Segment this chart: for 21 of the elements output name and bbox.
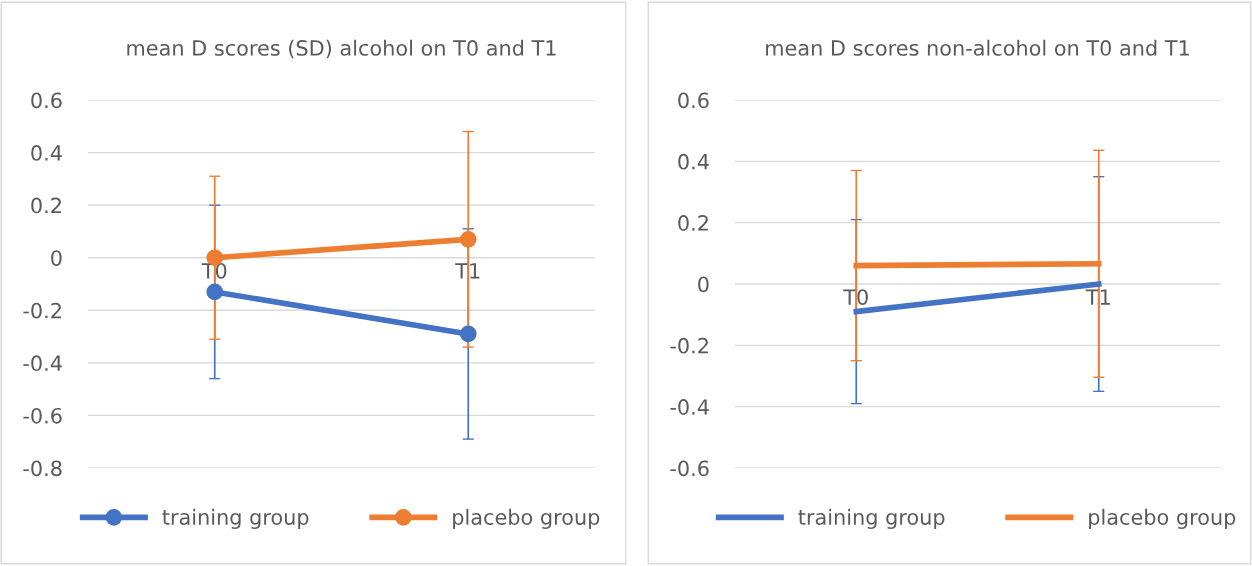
chart-title: mean D scores non-alcohol on T0 and T1 <box>766 39 1189 56</box>
y-tick-label: 0.6 <box>678 92 709 109</box>
legend-label: training group <box>162 508 309 529</box>
legend-label: training group <box>798 508 945 529</box>
y-tick-label: 0.2 <box>678 215 708 231</box>
y-tick-label: -0.2 <box>670 337 708 354</box>
legend-label: placebo group <box>1089 508 1236 529</box>
y-tick-label: 0 <box>51 250 62 266</box>
y-tick-label: 0.6 <box>31 92 62 109</box>
legend-label: placebo group <box>453 508 600 529</box>
y-tick-label: -0.4 <box>670 399 709 415</box>
y-tick-label: 0 <box>698 276 709 293</box>
y-tick-label: 0.2 <box>31 197 61 214</box>
y-tick-label: -0.8 <box>23 460 62 477</box>
y-tick-label: -0.2 <box>23 302 61 319</box>
y-tick-label: 0.4 <box>678 153 709 170</box>
y-tick-label: -0.6 <box>670 460 709 477</box>
y-tick-label: -0.4 <box>23 355 62 372</box>
chart-title: mean D scores (SD) alcohol on T0 and T1 <box>127 39 556 59</box>
y-tick-label: -0.6 <box>23 407 62 424</box>
y-tick-label: 0.4 <box>31 145 62 161</box>
